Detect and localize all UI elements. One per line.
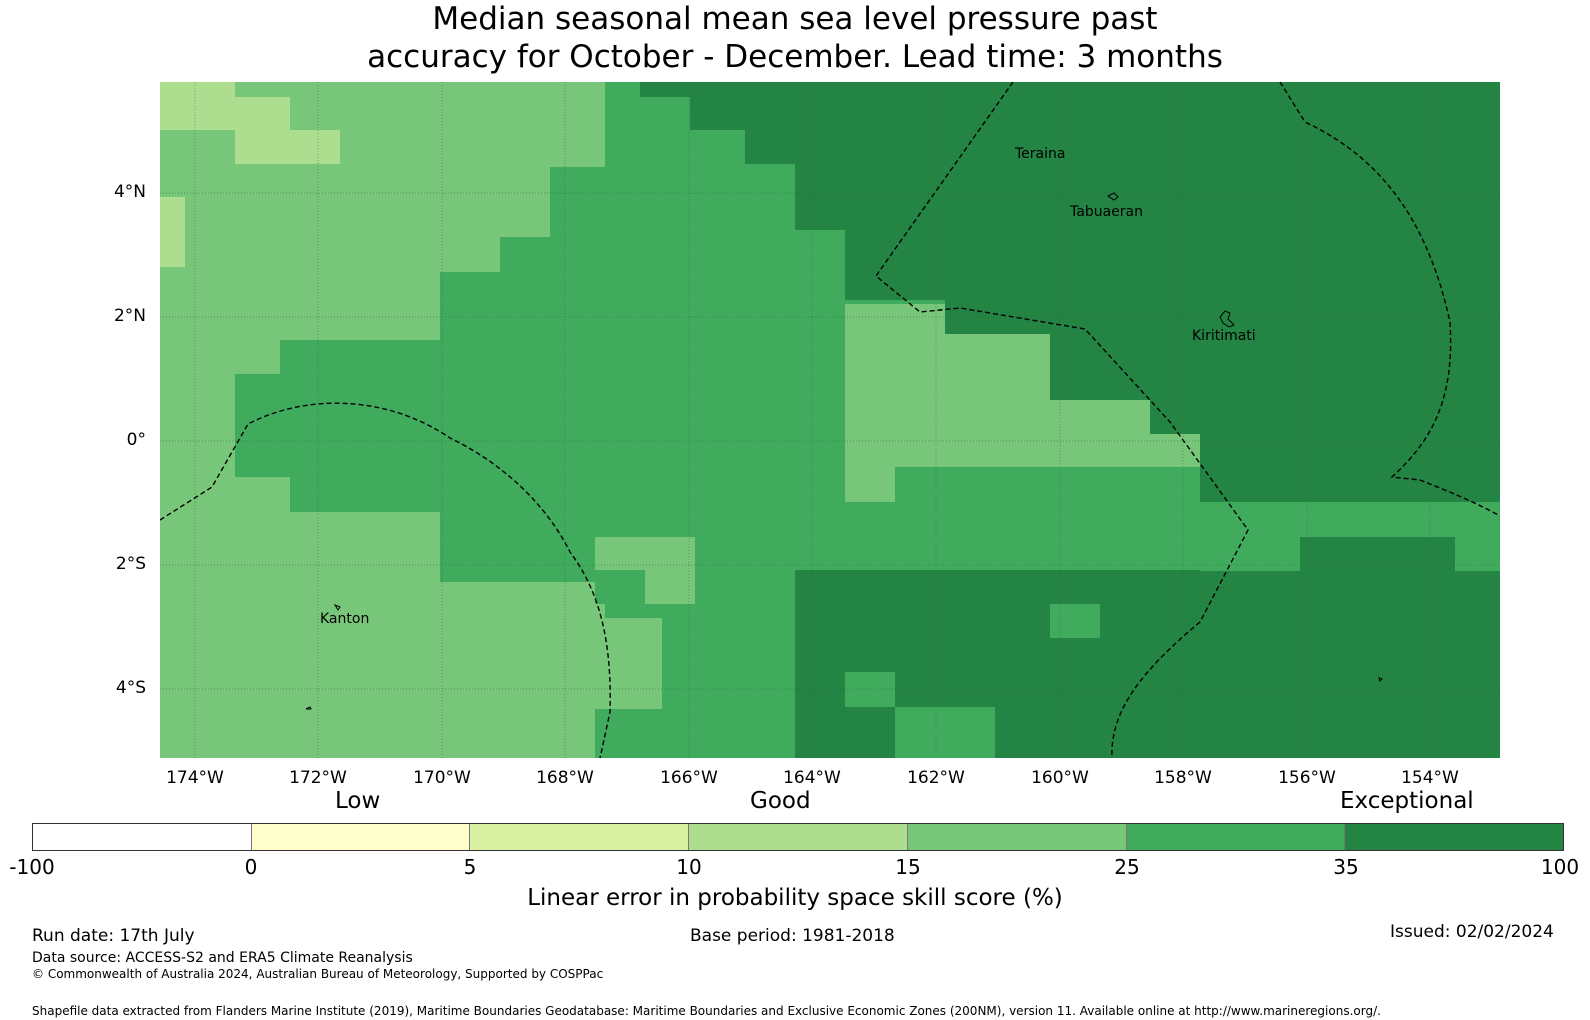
region-skill-25-35-south-inset-2 <box>845 672 895 707</box>
lon-label-158w: 158°W <box>1154 768 1212 788</box>
colorbar-segment-4 <box>689 824 908 850</box>
islands <box>305 192 1383 710</box>
data-source: Data source: ACCESS-S2 and ERA5 Climate … <box>32 950 413 966</box>
lat-label-4s: 4°S <box>115 678 146 698</box>
lat-label-0: 0° <box>126 430 146 450</box>
place-label-kanton: Kanton <box>320 611 369 627</box>
title-line-1: Median seasonal mean sea level pressure … <box>432 1 1158 37</box>
gridlines <box>160 82 1500 758</box>
region-skill-15-25-southwest <box>160 407 662 758</box>
island-kanton <box>333 603 341 611</box>
colorbar-category-low: Low <box>335 788 381 814</box>
lat-label-2s: 2°S <box>115 554 146 574</box>
region-skill-25-35-south-inset-3 <box>1050 604 1100 638</box>
lat-label-2n: 2°N <box>113 306 146 326</box>
skill-map-canvas: Teraina Tabuaeran Kiritimati Kanton <box>159 81 1501 759</box>
island-kiritimati <box>1219 310 1235 328</box>
colorbar-tick-10: 10 <box>676 855 702 879</box>
island-small-2 <box>1378 677 1383 682</box>
region-skill-25-35-inset <box>595 570 645 604</box>
lon-label-154w: 154°W <box>1401 768 1459 788</box>
region-skill-35-100-northeast <box>640 82 1500 758</box>
copyright: © Commonwealth of Australia 2024, Austra… <box>32 967 604 981</box>
place-label-tabuaeran: Tabuaeran <box>1069 204 1143 220</box>
region-skill-10-15-a <box>160 82 290 130</box>
lon-label-156w: 156°W <box>1278 768 1336 788</box>
colorbar-category-good: Good <box>750 788 811 814</box>
colorbar-tick-15: 15 <box>895 855 921 879</box>
shapefile-credit: Shapefile data extracted from Flanders M… <box>32 1004 1381 1018</box>
colorbar-segment-7 <box>1345 824 1564 850</box>
colorbar-tick-5: 5 <box>463 855 477 879</box>
colorbar-tick-neg100: -100 <box>9 855 55 879</box>
base-period: Base period: 1981-2018 <box>690 926 895 946</box>
colorbar-segment-6 <box>1126 824 1346 850</box>
eez-boundaries <box>159 81 1501 759</box>
region-skill-10-15-c <box>160 197 185 267</box>
colorbar-segment-1 <box>33 824 252 850</box>
island-small-1 <box>305 706 312 710</box>
region-skill-10-15-b <box>235 130 340 164</box>
region-skill-25-35-east-strip <box>1200 537 1300 571</box>
region-skill-15-25-east-band <box>845 304 1200 502</box>
colorbar-label: Linear error in probability space skill … <box>527 885 1063 911</box>
lon-label-172w: 172°W <box>289 768 347 788</box>
colorbar-segment-3 <box>470 824 690 850</box>
issued-date: Issued: 02/02/2024 <box>1390 922 1554 942</box>
colorbar-tick-100: 100 <box>1540 855 1580 879</box>
colorbar <box>32 823 1564 851</box>
lon-label-174w: 174°W <box>166 768 224 788</box>
lon-label-166w: 166°W <box>660 768 718 788</box>
place-label-teraina: Teraina <box>1014 146 1065 162</box>
lon-label-162w: 162°W <box>907 768 965 788</box>
colorbar-category-exceptional: Exceptional <box>1340 788 1474 814</box>
island-tabuaeran <box>1107 192 1119 201</box>
region-skill-25-35-edge <box>1455 537 1500 571</box>
lon-label-170w: 170°W <box>413 768 471 788</box>
lat-label-4n: 4°N <box>113 182 146 202</box>
place-label-kiritimati: Kiritimati <box>1192 328 1256 344</box>
colorbar-segment-2 <box>251 824 471 850</box>
lon-label-168w: 168°W <box>536 768 594 788</box>
colorbar-segment-5 <box>907 824 1127 850</box>
lon-label-164w: 164°W <box>783 768 841 788</box>
map-title: Median seasonal mean sea level pressure … <box>0 0 1590 76</box>
colorbar-tick-35: 35 <box>1333 855 1359 879</box>
colorbar-tick-0: 0 <box>244 855 258 879</box>
skill-map: Teraina Tabuaeran Kiritimati Kanton <box>159 81 1501 759</box>
region-skill-15-25-north-patch <box>440 82 590 164</box>
run-date: Run date: 17th July <box>32 926 195 946</box>
lon-label-160w: 160°W <box>1031 768 1089 788</box>
title-line-2: accuracy for October - December. Lead ti… <box>367 39 1223 75</box>
region-skill-25-35-south-inset <box>895 707 995 758</box>
colorbar-tick-25: 25 <box>1114 855 1140 879</box>
